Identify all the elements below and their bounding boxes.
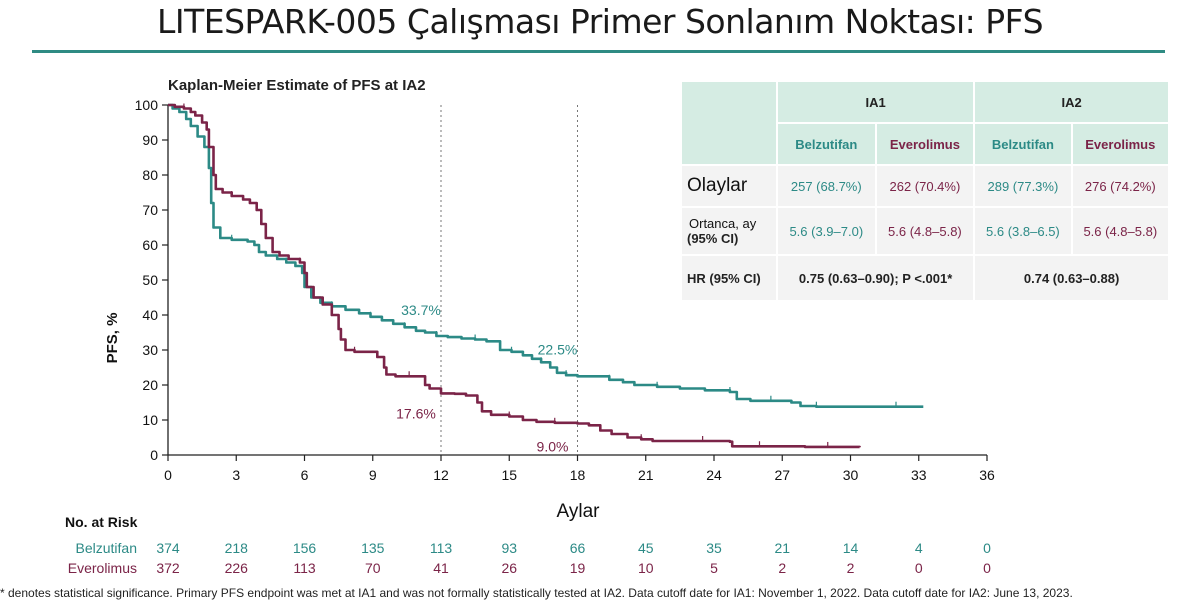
x-tick-label: 24 — [706, 467, 722, 483]
median-label: Ortanca, ay — [689, 216, 757, 231]
data-label-everolimus-month-18: 9.0% — [537, 439, 569, 455]
hr-row: HR (95% CI) 0.75 (0.63–0.90); P <.001* 0… — [682, 256, 1168, 300]
y-tick-label: 50 — [142, 272, 158, 288]
x-tick-label: 0 — [164, 467, 172, 483]
ia1-header: IA1 — [778, 82, 974, 122]
at-risk-count: 2 — [778, 560, 786, 576]
y-tick-label: 0 — [150, 447, 158, 463]
ia1-evero-header: Everolimus — [876, 124, 974, 164]
at-risk-count: 26 — [501, 560, 517, 576]
at-risk-count: 66 — [570, 540, 586, 556]
x-tick-label: 6 — [301, 467, 309, 483]
at-risk-count: 4 — [915, 540, 923, 556]
x-tick-label: 30 — [843, 467, 859, 483]
at-risk-row-label-belzutifan: Belzutifan — [76, 540, 137, 556]
at-risk-count: 19 — [570, 560, 586, 576]
x-tick-label: 21 — [638, 467, 654, 483]
y-tick-label: 90 — [142, 132, 158, 148]
y-axis-label: PFS, % — [104, 313, 121, 364]
chart-title: Kaplan-Meier Estimate of PFS at IA2 — [168, 77, 426, 94]
events-label: Olaylar — [687, 175, 748, 196]
at-risk-count: 156 — [293, 540, 317, 556]
x-tick-label: 18 — [570, 467, 586, 483]
at-risk-table: No. at Risk Belzutifan 374 218 156 135 113 93 6… — [65, 514, 991, 576]
y-tick-label: 60 — [142, 237, 158, 253]
at-risk-count: 70 — [365, 560, 381, 576]
events-ia2-evero: 276 (74.2%) — [1072, 166, 1168, 206]
at-risk-count: 0 — [983, 540, 991, 556]
at-risk-row-label-everolimus: Everolimus — [68, 560, 137, 576]
at-risk-count: 10 — [638, 560, 654, 576]
km-chart: Kaplan-Meier Estimate of PFS at IA2 0 10 2… — [65, 77, 995, 576]
at-risk-count: 5 — [710, 560, 718, 576]
hr-label: HR (95% CI) — [687, 270, 761, 286]
at-risk-count: 2 — [847, 560, 855, 576]
events-ia1-evero: 262 (70.4%) — [876, 166, 974, 206]
y-tick-label: 100 — [135, 97, 159, 113]
at-risk-count: 218 — [225, 540, 249, 556]
at-risk-count: 41 — [433, 560, 449, 576]
ia1-belz-header: Belzutifan — [778, 124, 875, 164]
survival-curves — [168, 103, 924, 449]
at-risk-count: 226 — [225, 560, 249, 576]
title-divider — [32, 50, 1165, 53]
events-row: Olaylar 257 (68.7%) 262 (70.4%) 289 (77.… — [682, 166, 1168, 206]
x-tick-label: 27 — [774, 467, 790, 483]
at-risk-count: 93 — [501, 540, 517, 556]
x-tick-label: 3 — [232, 467, 240, 483]
median-ia2-evero: 5.6 (4.8–5.8) — [1072, 208, 1168, 254]
x-tick-label: 33 — [911, 467, 927, 483]
at-risk-count: 135 — [361, 540, 385, 556]
events-ia1-belz: 257 (68.7%) — [778, 166, 875, 206]
y-tick-label: 40 — [142, 307, 158, 323]
at-risk-count: 374 — [156, 540, 180, 556]
y-tick-label: 30 — [142, 342, 158, 358]
ia2-belz-header: Belzutifan — [975, 124, 1071, 164]
reference-lines — [440, 105, 578, 455]
x-tick-label: 12 — [433, 467, 449, 483]
hr-ia1: 0.75 (0.63–0.90); P <.001* — [778, 256, 974, 300]
at-risk-count: 372 — [156, 560, 180, 576]
footnote: * denotes statistical significance. Prim… — [0, 586, 1073, 600]
at-risk-count: 21 — [774, 540, 790, 556]
x-tick-label: 9 — [369, 467, 377, 483]
data-label-everolimus-month-12: 17.6% — [396, 405, 436, 421]
at-risk-count: 113 — [430, 540, 453, 556]
data-label-belzutifan-month-18: 22.5% — [538, 341, 578, 357]
at-risk-title: No. at Risk — [65, 514, 138, 530]
events-ia2-belz: 289 (77.3%) — [975, 166, 1071, 206]
slide-title: LITESPARK-005 Çalışması Primer Sonlanım … — [156, 2, 1044, 41]
hr-ia2: 0.74 (0.63–0.88) — [975, 256, 1168, 300]
data-label-belzutifan-month-12: 33.7% — [401, 302, 441, 318]
at-risk-count: 45 — [638, 540, 654, 556]
km-curve-everolimus — [168, 103, 861, 449]
y-tick-label: 20 — [142, 377, 158, 393]
x-tick-label: 15 — [501, 467, 517, 483]
median-ci-label: (95% CI) — [687, 231, 739, 246]
x-tick-label: 36 — [979, 467, 995, 483]
median-row: Ortanca, ay (95% CI) 5.6 (3.9–7.0) 5.6 (… — [682, 208, 1168, 254]
x-axis-label: Aylar — [557, 501, 601, 522]
results-table: IA1 IA2 Belzutifan Everolimus Belzutifan… — [680, 80, 1170, 302]
km-curve-belzutifan — [168, 103, 924, 408]
data-labels: 33.7% 22.5% 17.6% 9.0% — [396, 302, 577, 454]
at-risk-count: 35 — [706, 540, 722, 556]
ia2-header: IA2 — [975, 82, 1168, 122]
y-tick-label: 80 — [142, 167, 158, 183]
table-header-row: IA1 IA2 — [682, 82, 1168, 164]
median-ia1-evero: 5.6 (4.8–5.8) — [876, 208, 974, 254]
table-arm-row: Belzutifan Everolimus Belzutifan Everoli… — [682, 124, 1168, 164]
y-tick-label: 70 — [142, 202, 158, 218]
y-tick-label: 10 — [142, 412, 158, 428]
at-risk-count: 113 — [293, 560, 316, 576]
median-ia1-belz: 5.6 (3.9–7.0) — [778, 208, 875, 254]
table-corner-cell — [682, 82, 776, 164]
at-risk-count: 14 — [843, 540, 859, 556]
at-risk-count: 0 — [915, 560, 923, 576]
median-ia2-belz: 5.6 (3.8–6.5) — [975, 208, 1071, 254]
at-risk-count: 0 — [983, 560, 991, 576]
ia2-evero-header: Everolimus — [1072, 124, 1168, 164]
